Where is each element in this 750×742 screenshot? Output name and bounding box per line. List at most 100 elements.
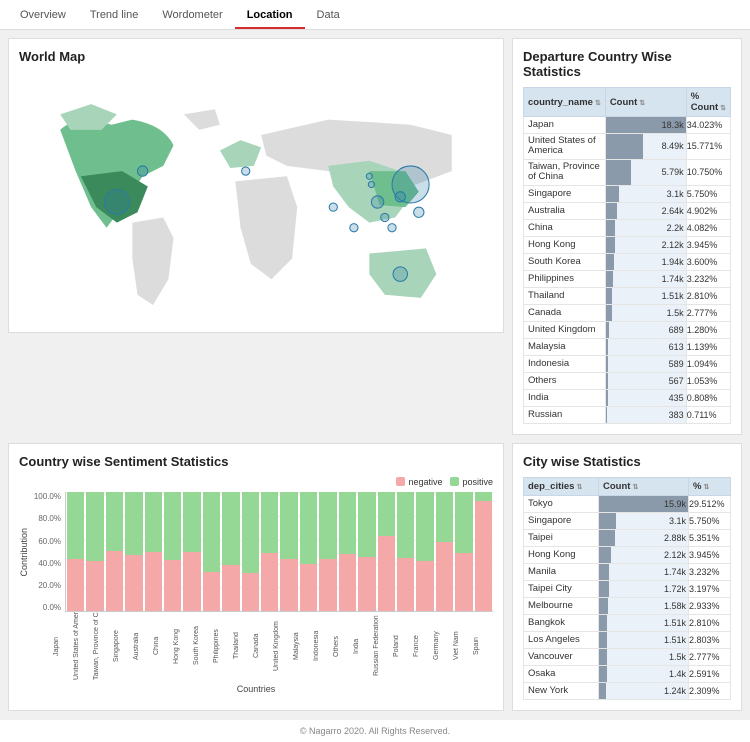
sentiment-bar[interactable] <box>358 492 375 611</box>
tab-overview[interactable]: Overview <box>8 3 78 29</box>
table-row[interactable]: Canada1.5k2.777% <box>524 304 731 321</box>
x-label: Hong Kong <box>173 612 193 682</box>
sentiment-bar[interactable] <box>280 492 297 611</box>
footer: © Nagarro 2020. All Rights Reserved. <box>0 719 750 742</box>
table-row[interactable]: Others5671.053% <box>524 372 731 389</box>
sentiment-bar[interactable] <box>475 492 492 611</box>
table-row[interactable]: New York1.24k2.309% <box>524 682 731 699</box>
bars-area[interactable] <box>65 492 493 612</box>
sentiment-bar[interactable] <box>319 492 336 611</box>
city-name: Taipei City <box>524 580 599 597</box>
table-row[interactable]: Australia2.64k4.902% <box>524 202 731 219</box>
pct-cell: 4.082% <box>686 219 730 236</box>
table-row[interactable]: Taiwan, Province of China5.79k10.750% <box>524 159 731 185</box>
table-row[interactable]: Tokyo15.9k29.512% <box>524 495 731 512</box>
tab-trend-line[interactable]: Trend line <box>78 3 151 29</box>
country-col-0[interactable]: country_name⇅ <box>524 88 606 117</box>
tab-data[interactable]: Data <box>305 3 352 29</box>
sentiment-bar[interactable] <box>378 492 395 611</box>
pct-cell: 1.053% <box>686 372 730 389</box>
sentiment-bar[interactable] <box>242 492 259 611</box>
sentiment-bar[interactable] <box>436 492 453 611</box>
pct-cell: 3.232% <box>686 270 730 287</box>
x-label: Philippines <box>213 612 233 682</box>
x-label: Canada <box>253 612 273 682</box>
city-name: Tokyo <box>524 495 599 512</box>
pct-cell: 34.023% <box>686 117 730 134</box>
country-name: Australia <box>524 202 606 219</box>
table-row[interactable]: Singapore3.1k5.750% <box>524 185 731 202</box>
sentiment-bar[interactable] <box>261 492 278 611</box>
table-row[interactable]: Philippines1.74k3.232% <box>524 270 731 287</box>
sentiment-bar[interactable] <box>416 492 433 611</box>
table-row[interactable]: Hong Kong2.12k3.945% <box>524 236 731 253</box>
pct-cell: 3.945% <box>686 236 730 253</box>
pct-cell: 29.512% <box>689 495 731 512</box>
tab-wordometer[interactable]: Wordometer <box>150 3 234 29</box>
count-bar: 567 <box>605 372 686 389</box>
legend-negative: negative <box>396 477 442 487</box>
x-label: Singapore <box>113 612 133 682</box>
table-row[interactable]: Japan18.3k34.023% <box>524 117 731 134</box>
sentiment-bar[interactable] <box>397 492 414 611</box>
city-name: Taipei <box>524 529 599 546</box>
sentiment-bar[interactable] <box>222 492 239 611</box>
pct-cell: 1.094% <box>686 355 730 372</box>
table-row[interactable]: Taipei2.88k5.351% <box>524 529 731 546</box>
x-label: Viet Nam <box>453 612 473 682</box>
count-bar: 689 <box>605 321 686 338</box>
table-row[interactable]: Manila1.74k3.232% <box>524 563 731 580</box>
table-row[interactable]: Singapore3.1k5.750% <box>524 512 731 529</box>
x-label: South Korea <box>193 612 213 682</box>
sentiment-bar[interactable] <box>106 492 123 611</box>
city-name: Hong Kong <box>524 546 599 563</box>
city-col-0[interactable]: dep_cities⇅ <box>524 477 599 495</box>
sentiment-bar[interactable] <box>183 492 200 611</box>
table-row[interactable]: Russian3830.711% <box>524 406 731 423</box>
y-axis-label: Contribution <box>19 528 29 577</box>
sentiment-bar[interactable] <box>145 492 162 611</box>
table-row[interactable]: United States of America8.49k15.771% <box>524 134 731 160</box>
count-bar: 3.1k <box>605 185 686 202</box>
x-label: Thailand <box>233 612 253 682</box>
table-row[interactable]: Indonesia5891.094% <box>524 355 731 372</box>
pct-cell: 2.803% <box>689 631 731 648</box>
table-row[interactable]: India4350.808% <box>524 389 731 406</box>
table-row[interactable]: Osaka1.4k2.591% <box>524 665 731 682</box>
x-label: United States of America <box>73 612 93 682</box>
table-row[interactable]: Bangkok1.51k2.810% <box>524 614 731 631</box>
city-col-1[interactable]: Count⇅ <box>599 477 689 495</box>
sentiment-bar[interactable] <box>125 492 142 611</box>
country-name: Singapore <box>524 185 606 202</box>
city-stats-panel: City wise Statistics dep_cities⇅Count⇅%⇅… <box>512 443 742 711</box>
table-row[interactable]: Los Angeles1.51k2.803% <box>524 631 731 648</box>
table-row[interactable]: United Kingdom6891.280% <box>524 321 731 338</box>
count-bar: 2.64k <box>605 202 686 219</box>
city-col-2[interactable]: %⇅ <box>689 477 731 495</box>
world-map-panel: World Map <box>8 38 504 333</box>
sentiment-bar[interactable] <box>455 492 472 611</box>
pct-cell: 4.902% <box>686 202 730 219</box>
sentiment-bar[interactable] <box>203 492 220 611</box>
table-row[interactable]: China2.2k4.082% <box>524 219 731 236</box>
table-row[interactable]: Hong Kong2.12k3.945% <box>524 546 731 563</box>
table-row[interactable]: South Korea1.94k3.600% <box>524 253 731 270</box>
sentiment-bar[interactable] <box>86 492 103 611</box>
country-name: Taiwan, Province of China <box>524 159 606 185</box>
sentiment-bar[interactable] <box>339 492 356 611</box>
sentiment-bar[interactable] <box>300 492 317 611</box>
table-row[interactable]: Taipei City1.72k3.197% <box>524 580 731 597</box>
country-col-1[interactable]: Count⇅ <box>605 88 686 117</box>
count-bar: 1.58k <box>599 597 689 614</box>
table-row[interactable]: Vancouver1.5k2.777% <box>524 648 731 665</box>
country-col-2[interactable]: % Count⇅ <box>686 88 730 117</box>
sentiment-bar[interactable] <box>67 492 84 611</box>
city-name: Melbourne <box>524 597 599 614</box>
legend-positive: positive <box>450 477 493 487</box>
tab-location[interactable]: Location <box>235 3 305 29</box>
sentiment-bar[interactable] <box>164 492 181 611</box>
table-row[interactable]: Thailand1.51k2.810% <box>524 287 731 304</box>
table-row[interactable]: Melbourne1.58k2.933% <box>524 597 731 614</box>
table-row[interactable]: Malaysia6131.139% <box>524 338 731 355</box>
world-map-svg[interactable] <box>19 72 493 332</box>
